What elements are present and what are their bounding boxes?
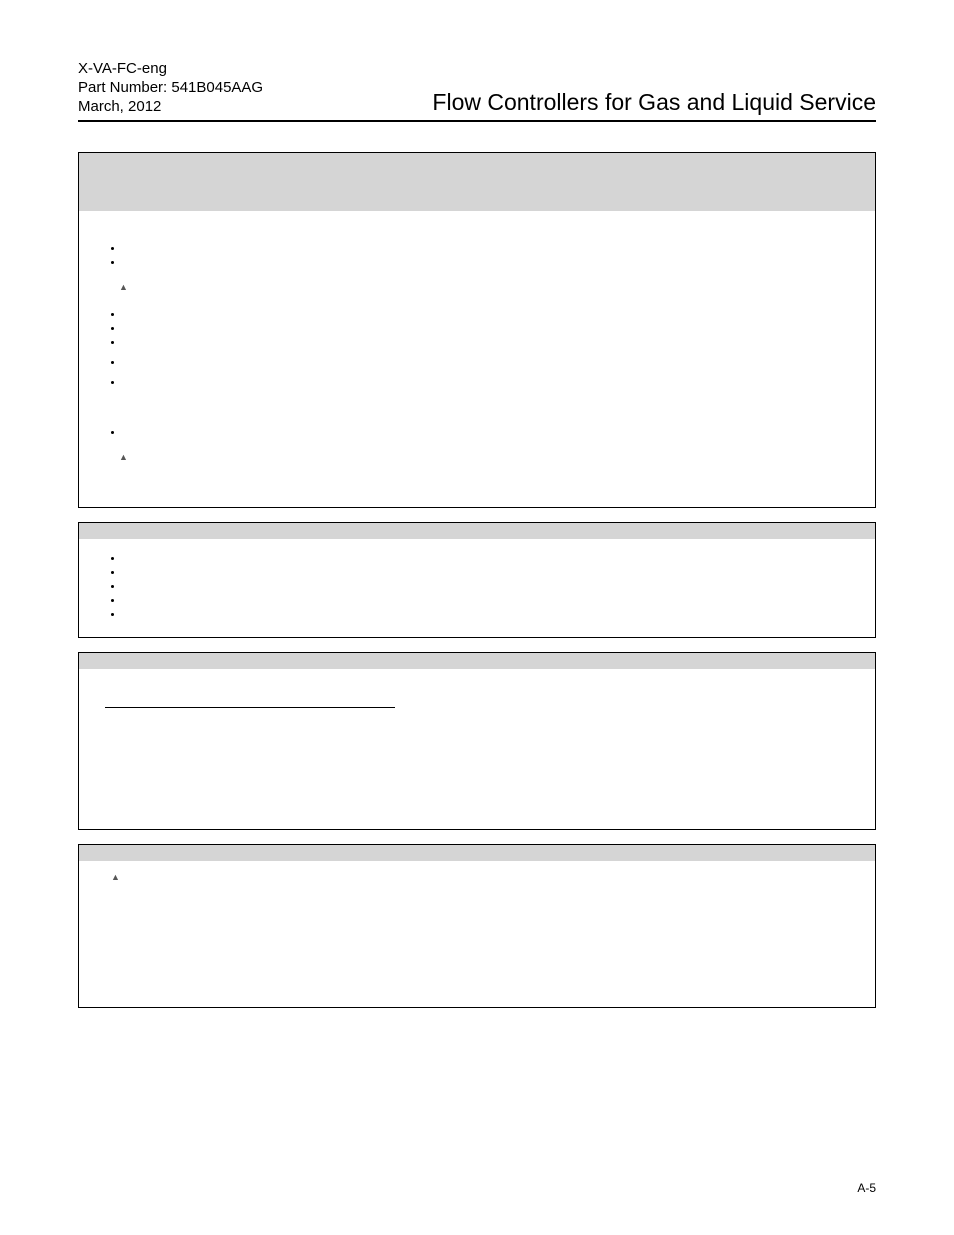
bullet-item	[123, 609, 857, 623]
section-1-body: ▲ ▲	[79, 211, 875, 507]
bullet-list-2	[97, 553, 857, 623]
bullet-list-1a	[97, 243, 857, 271]
section-box-3	[78, 652, 876, 830]
doc-date: March, 2012	[78, 98, 263, 117]
bullet-item	[123, 337, 857, 351]
bullet-item	[123, 567, 857, 581]
bullet-list-1e	[97, 427, 857, 441]
bullet-list-1c	[97, 357, 857, 371]
bullet-item	[123, 309, 857, 323]
bullet-item	[123, 427, 857, 441]
section-box-2	[78, 522, 876, 638]
section-3-header	[79, 653, 875, 669]
section-3-body	[79, 669, 875, 829]
page-number: A-5	[857, 1181, 876, 1195]
bullet-item	[123, 581, 857, 595]
section-2-header	[79, 523, 875, 539]
page-header: X-VA-FC-eng Part Number: 541B045AAG Marc…	[78, 60, 876, 122]
warning-triangle-icon: ▲	[119, 283, 128, 292]
part-number: Part Number: 541B045AAG	[78, 79, 263, 98]
section-1-header	[79, 153, 875, 211]
warning-triangle-icon: ▲	[119, 453, 128, 462]
bullet-item	[123, 357, 857, 371]
bullet-item	[123, 595, 857, 609]
bullet-item	[123, 323, 857, 337]
bullet-list-1d	[97, 377, 857, 391]
section-2-body	[79, 539, 875, 637]
doc-code: X-VA-FC-eng	[78, 60, 263, 79]
bullet-item	[123, 377, 857, 391]
section-4-body: ▲	[79, 861, 875, 1007]
section-box-4: ▲	[78, 844, 876, 1008]
bullet-item	[123, 257, 857, 271]
page: X-VA-FC-eng Part Number: 541B045AAG Marc…	[0, 0, 954, 1235]
bullet-list-1b	[97, 309, 857, 351]
underline-rule	[105, 707, 395, 708]
header-left-block: X-VA-FC-eng Part Number: 541B045AAG Marc…	[78, 60, 263, 116]
bullet-item	[123, 553, 857, 567]
doc-title: Flow Controllers for Gas and Liquid Serv…	[432, 90, 876, 116]
bullet-item	[123, 243, 857, 257]
section-box-1: ▲ ▲	[78, 152, 876, 508]
warning-triangle-icon: ▲	[111, 873, 120, 882]
section-4-header	[79, 845, 875, 861]
